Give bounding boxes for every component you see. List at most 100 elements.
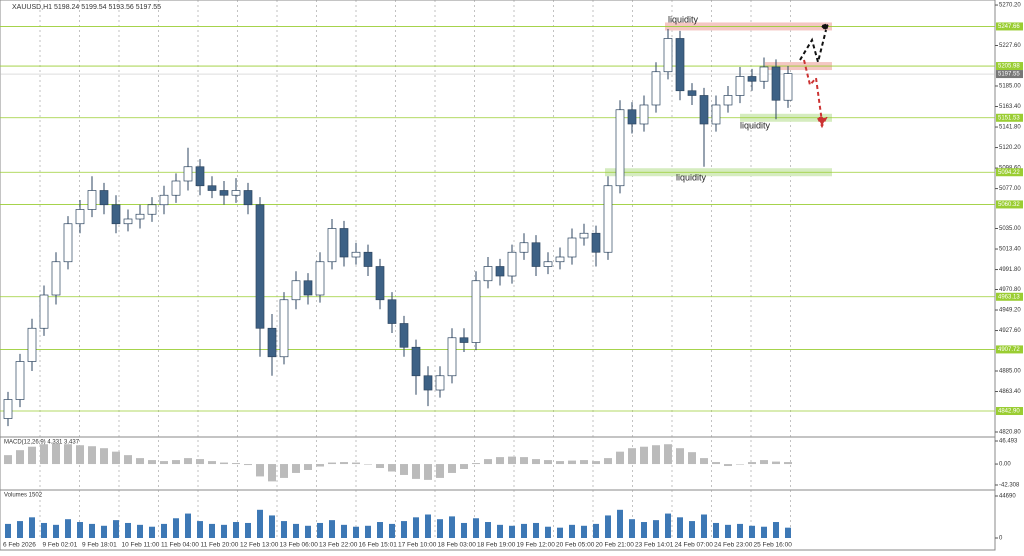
candle-body [255,204,265,329]
candle-body [711,104,721,125]
price-label: 5197.55 [998,72,1020,78]
x-tick-label: 6 Feb 2026 [3,542,36,549]
macd-bar [280,464,288,478]
volume-bar [401,521,407,538]
macd-bar [724,464,732,467]
x-tick-label: 18 Feb 19:00 [477,542,516,549]
y-tick-label: 4820.80 [999,430,1021,436]
macd-bar [364,464,372,465]
x-tick-label: 23 Feb 14:01 [635,542,674,549]
y-tick-label: 5163.40 [999,104,1021,110]
volume-bar [305,525,311,538]
x-tick-label: 11 Feb 20:00 [201,542,239,549]
candle-body [615,109,625,187]
volume-bar [617,509,623,538]
macd-bar [376,464,384,469]
volume-bar [773,522,779,538]
macd-bar [424,464,432,480]
macd-bar [268,464,276,482]
macd-bar [316,464,324,467]
candle-body [435,375,445,391]
volume-bar [653,520,659,538]
volume-bar [41,522,47,538]
volume-bar [533,522,539,538]
level-label: 4907.72 [998,347,1020,353]
candle-body [123,218,133,225]
volume-bar [65,519,71,538]
x-tick-label: 24 Feb 23:00 [714,542,753,549]
x-tick-label: 18 Feb 03:00 [438,542,477,549]
level-tag [996,407,1023,416]
macd-bar [508,456,516,465]
level-label: 5151.53 [998,115,1020,121]
macd-bar [760,460,768,465]
macd-bar [184,458,192,465]
macd-bar [784,462,792,465]
volumes-label: Volumes 1502 [4,493,43,499]
macd-bar [28,446,36,465]
candle-body [183,166,193,182]
volume-bar [89,523,95,538]
macd-bar [388,464,396,472]
macd-bar [652,445,660,465]
candle-body [423,375,433,391]
macd-bar [700,458,708,465]
volume-bar [701,514,707,538]
candle-body [507,251,517,277]
x-tick-label: 20 Feb 21:00 [596,542,635,549]
x-tick-label: 10 Feb 11:00 [122,542,160,549]
macd-bar [244,464,252,466]
macd-tick-label: 46.493 [999,439,1018,445]
candle-body [663,38,673,73]
candle-body [519,242,529,253]
macd-bar [352,462,360,465]
level-label: 4842.90 [998,409,1020,415]
macd-bar [496,457,504,465]
candle-body [147,204,157,215]
x-tick-label: 24 Feb 07:00 [675,542,714,549]
macd-bar [616,451,624,465]
x-tick-label: 19 Feb 12:00 [517,542,556,549]
macd-label: MACD(12,26,9) 4.331 3.437 [4,440,80,446]
volume-bar [449,516,455,538]
candle-body [171,180,181,196]
volume-bar [221,524,227,538]
candle-body [99,190,109,206]
x-tick-label: 16 Feb 15:01 [359,542,398,549]
x-tick-label: 11 Feb 04:00 [161,542,199,549]
candle-body [591,232,601,253]
candle-body [699,95,709,125]
candle-body [651,71,661,106]
candle-body [315,261,325,296]
macd-bar [640,446,648,465]
macd-bar [232,463,240,465]
volume-bar [473,518,479,538]
candle-body [555,256,565,263]
candle-body [231,190,241,196]
macd-bar [100,448,108,465]
annotation: liquidity [668,14,699,24]
volume-bar [761,526,767,538]
annotation: liquidity [740,120,771,130]
volume-bar [713,522,719,538]
macd-bar [328,462,336,465]
volume-tick-label: 44690 [999,494,1016,500]
header: XAUUSD,H1 5198.24 5199.54 5193.56 5197.5… [12,4,161,11]
macd-bar [772,461,780,465]
candle-body [27,327,37,362]
candle-body [723,95,733,106]
volume-bar [689,521,695,538]
volume-bar [125,522,131,538]
macd-bar [532,459,540,465]
macd-bar [16,450,24,465]
candle-body [303,280,313,296]
y-tick-label: 5141.80 [999,125,1021,131]
candle-body [447,337,457,377]
volume-bar [629,519,635,538]
x-tick-label: 9 Feb 18:01 [82,542,117,549]
macd-bar [208,461,216,465]
macd-bar [160,461,168,465]
macd-bar [340,462,348,465]
macd-bar [520,457,528,465]
x-tick-label: 12 Feb 13:00 [240,542,279,549]
